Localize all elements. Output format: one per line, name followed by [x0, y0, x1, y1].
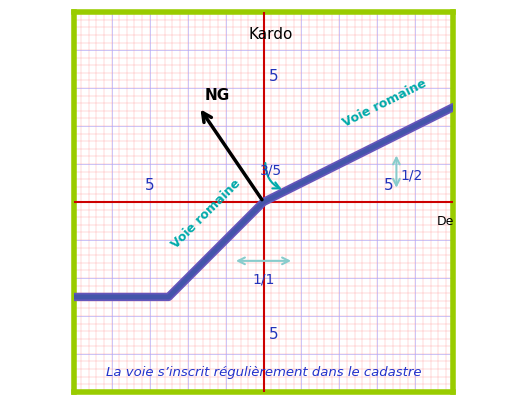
Text: 1/2: 1/2 [400, 168, 423, 183]
Text: Voie romaine: Voie romaine [169, 177, 243, 251]
Text: 5: 5 [269, 327, 279, 343]
Text: 5: 5 [145, 177, 154, 193]
Text: Voie romaine: Voie romaine [341, 77, 429, 130]
Text: La voie s’inscrit régulièrement dans le cadastre: La voie s’inscrit régulièrement dans le … [106, 366, 421, 379]
FancyArrowPatch shape [265, 163, 280, 188]
Text: Kardo: Kardo [249, 27, 294, 42]
Text: 5: 5 [269, 69, 279, 84]
Text: 1/1: 1/1 [252, 272, 275, 286]
Text: NG: NG [204, 88, 230, 103]
Text: 3/5: 3/5 [260, 163, 282, 177]
Text: Decumanus: Decumanus [436, 215, 511, 228]
Text: 5: 5 [384, 177, 394, 193]
